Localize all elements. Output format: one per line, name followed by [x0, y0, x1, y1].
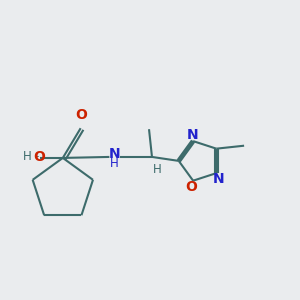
Text: N: N	[212, 172, 224, 186]
Text: H: H	[23, 150, 32, 164]
Text: O: O	[185, 180, 197, 194]
Text: O: O	[76, 108, 88, 122]
Text: H: H	[153, 163, 161, 176]
Text: -: -	[34, 150, 38, 164]
Text: H: H	[110, 158, 119, 170]
Text: N: N	[109, 147, 120, 161]
Text: N: N	[186, 128, 198, 142]
Text: O: O	[34, 150, 46, 164]
